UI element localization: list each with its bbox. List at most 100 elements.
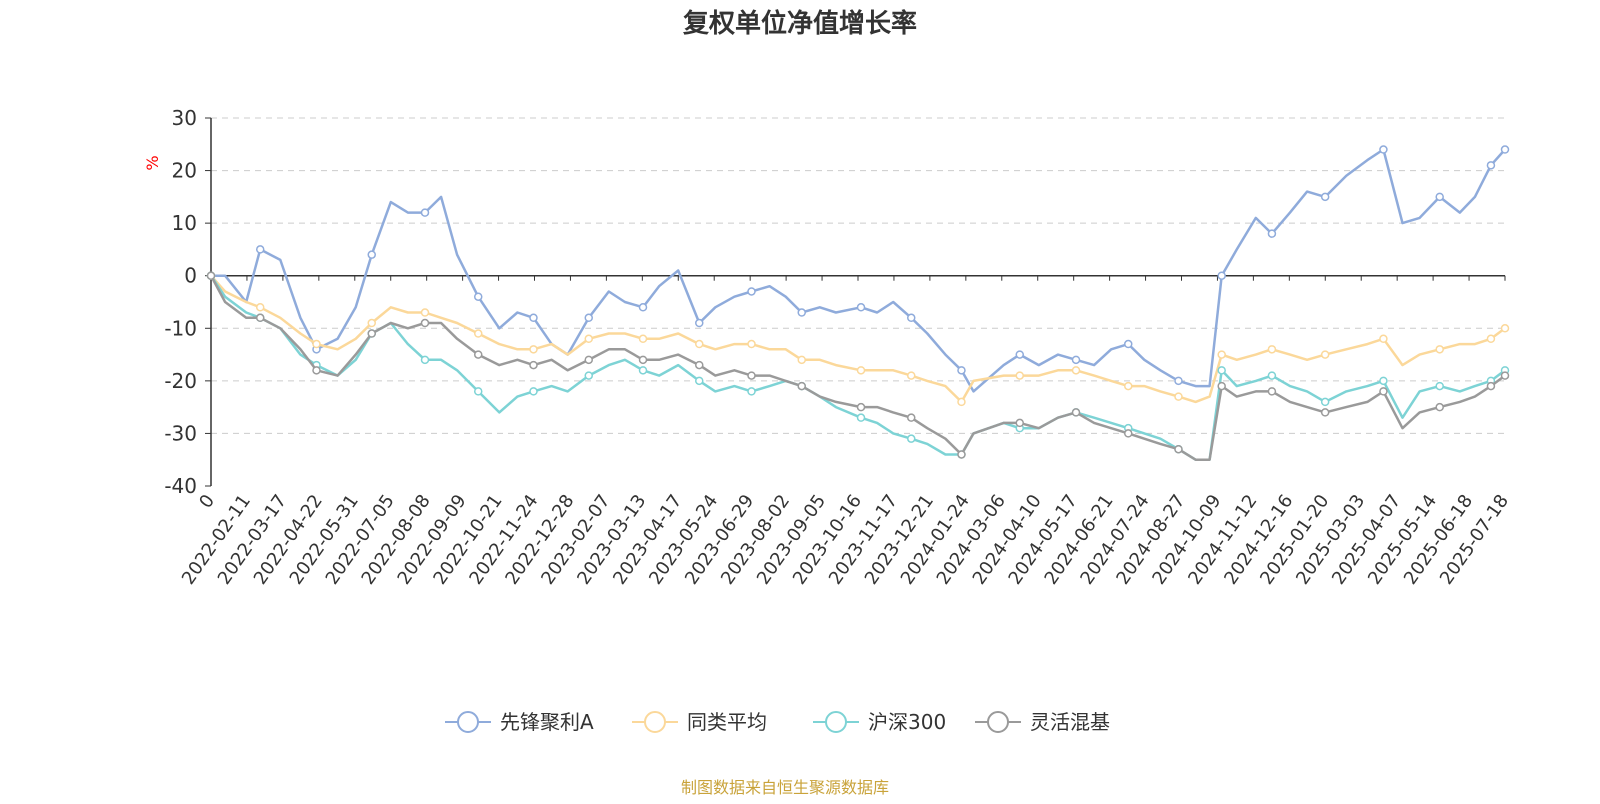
data-point bbox=[1379, 387, 1388, 396]
series-line bbox=[211, 148, 1506, 393]
legend-item-0: 先锋聚利A bbox=[445, 710, 594, 734]
data-point bbox=[1124, 429, 1133, 438]
data-point bbox=[797, 308, 806, 317]
legend-marker bbox=[825, 711, 847, 733]
data-point bbox=[1267, 371, 1277, 380]
data-point bbox=[473, 350, 483, 359]
data-point bbox=[420, 208, 430, 217]
data-point bbox=[312, 366, 321, 375]
data-point bbox=[584, 371, 594, 380]
y-tick-label: 20 bbox=[172, 159, 197, 183]
data-point bbox=[856, 303, 866, 312]
data-point bbox=[1015, 418, 1024, 428]
data-point bbox=[747, 371, 756, 380]
data-point bbox=[957, 397, 966, 407]
data-point bbox=[695, 339, 704, 349]
series-2 bbox=[206, 271, 1510, 461]
data-point bbox=[797, 381, 806, 391]
legend-label: 先锋聚利A bbox=[500, 710, 594, 734]
legend-label: 同类平均 bbox=[687, 710, 767, 734]
data-point bbox=[1124, 381, 1133, 391]
data-point bbox=[638, 366, 648, 375]
legend-marker bbox=[457, 711, 479, 733]
data-point bbox=[797, 355, 806, 365]
data-point bbox=[906, 413, 916, 422]
data-point bbox=[473, 387, 483, 396]
data-point bbox=[1124, 339, 1133, 349]
data-point bbox=[1435, 381, 1444, 391]
series-lines bbox=[206, 145, 1510, 461]
data-point bbox=[1435, 192, 1444, 202]
y-tick-label: 10 bbox=[172, 211, 197, 235]
data-point bbox=[1500, 324, 1510, 333]
y-tick-label: -40 bbox=[164, 474, 197, 498]
data-point bbox=[1320, 350, 1330, 359]
data-point bbox=[1071, 366, 1081, 375]
y-tick-label: -20 bbox=[164, 369, 197, 393]
data-point bbox=[1486, 161, 1496, 170]
data-point bbox=[1500, 145, 1510, 154]
data-point bbox=[1486, 381, 1496, 391]
data-point bbox=[473, 329, 483, 338]
data-point bbox=[906, 434, 916, 443]
data-point bbox=[1267, 387, 1277, 396]
data-point bbox=[747, 287, 756, 296]
data-point bbox=[906, 313, 916, 323]
data-point bbox=[1379, 376, 1388, 386]
data-point bbox=[420, 355, 430, 365]
legend-label: 灵活混基 bbox=[1030, 710, 1110, 734]
y-axis-unit: % bbox=[143, 155, 162, 170]
data-point bbox=[747, 387, 756, 396]
legend-item-2: 沪深300 bbox=[813, 710, 946, 734]
grid-lines bbox=[211, 117, 1505, 434]
data-point bbox=[367, 329, 376, 338]
data-point bbox=[1071, 355, 1081, 365]
legend-item-3: 灵活混基 bbox=[975, 710, 1110, 734]
legend-marker bbox=[987, 711, 1009, 733]
data-point bbox=[695, 376, 704, 386]
data-point bbox=[957, 450, 966, 459]
data-point bbox=[638, 303, 648, 312]
data-point bbox=[584, 355, 594, 365]
data-point bbox=[1174, 376, 1183, 386]
y-tick-label: 30 bbox=[172, 106, 197, 130]
legend-marker bbox=[644, 711, 666, 733]
data-point bbox=[367, 250, 376, 259]
data-point bbox=[856, 366, 866, 375]
data-point bbox=[1435, 345, 1444, 354]
axes: 3020100-10-20-30-4002022-02-112022-03-17… bbox=[164, 106, 1513, 589]
data-point bbox=[638, 334, 648, 344]
data-point bbox=[1174, 444, 1183, 454]
data-point bbox=[1015, 371, 1024, 380]
data-point bbox=[206, 271, 216, 280]
legend: 先锋聚利A 同类平均 沪深300 灵活混基 bbox=[445, 710, 1110, 734]
series-0 bbox=[206, 145, 1510, 393]
data-point bbox=[1267, 345, 1277, 354]
data-point bbox=[906, 371, 916, 380]
data-point bbox=[747, 339, 756, 349]
data-point bbox=[957, 366, 966, 375]
data-point bbox=[367, 318, 376, 328]
y-tick-label: -30 bbox=[164, 421, 197, 445]
data-point bbox=[529, 360, 538, 370]
data-point bbox=[1217, 350, 1226, 359]
data-point bbox=[1217, 381, 1226, 391]
data-point bbox=[255, 245, 265, 254]
data-point bbox=[312, 339, 321, 349]
data-point bbox=[1379, 145, 1388, 154]
y-tick-label: -10 bbox=[164, 316, 197, 340]
data-point bbox=[1435, 402, 1444, 412]
data-point bbox=[1500, 371, 1510, 380]
data-point bbox=[473, 292, 483, 301]
data-point bbox=[1217, 366, 1226, 375]
data-point bbox=[1486, 334, 1496, 344]
data-source-note: 制图数据来自恒生聚源数据库 bbox=[681, 778, 889, 797]
data-point bbox=[695, 360, 704, 370]
data-point bbox=[1320, 397, 1330, 407]
x-tick-label: 0 bbox=[195, 491, 219, 512]
data-point bbox=[529, 313, 538, 323]
data-point bbox=[1379, 334, 1388, 344]
chart-title: 复权单位净值增长率 bbox=[683, 8, 917, 39]
data-point bbox=[1174, 392, 1183, 401]
data-point bbox=[1071, 408, 1081, 417]
